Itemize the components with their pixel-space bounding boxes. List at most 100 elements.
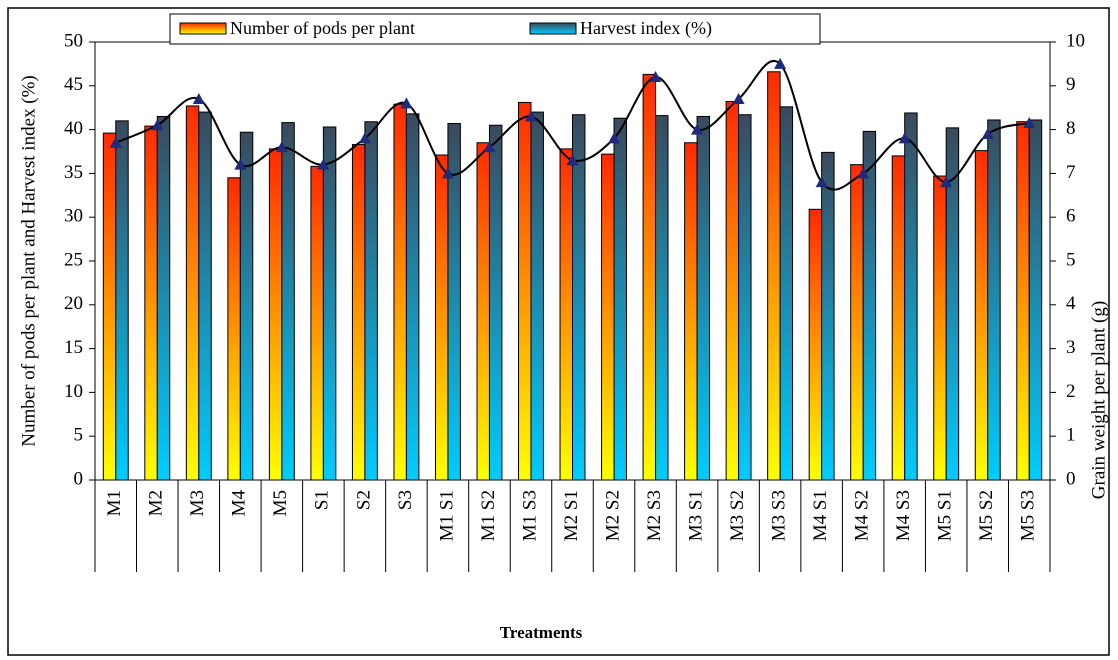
bar bbox=[364, 121, 378, 481]
x-tick-label: M5 S1 bbox=[935, 490, 956, 541]
bar bbox=[725, 101, 740, 481]
bar bbox=[405, 113, 420, 481]
y2-tick-label: 2 bbox=[1066, 381, 1076, 402]
x-tick-label: M4 bbox=[229, 490, 250, 517]
x-tick-label: M3 S2 bbox=[727, 490, 748, 541]
line-marker bbox=[1023, 117, 1036, 129]
x-tick-label: M5 S3 bbox=[1018, 490, 1039, 541]
y2-tick-label: 0 bbox=[1066, 468, 1076, 489]
line-marker bbox=[981, 127, 994, 139]
bar bbox=[518, 101, 532, 481]
y-tick-label: 10 bbox=[64, 381, 83, 402]
y2-tick-label: 1 bbox=[1066, 425, 1076, 446]
bar bbox=[227, 177, 241, 481]
bar bbox=[185, 105, 200, 481]
y2-tick-label: 7 bbox=[1066, 162, 1076, 183]
line-marker bbox=[109, 136, 122, 148]
y-tick-label: 45 bbox=[64, 74, 83, 95]
bar bbox=[144, 125, 158, 481]
x-tick-label: M4 S1 bbox=[810, 490, 831, 541]
bar bbox=[310, 165, 324, 481]
line-marker bbox=[441, 167, 454, 179]
bar bbox=[655, 115, 669, 481]
bar bbox=[530, 111, 544, 481]
line-marker bbox=[732, 92, 745, 104]
bar bbox=[808, 208, 823, 481]
x-tick-label: M1 S3 bbox=[519, 490, 540, 541]
bar bbox=[974, 150, 989, 481]
bar bbox=[767, 71, 781, 481]
bar bbox=[476, 142, 490, 481]
y-tick-label: 30 bbox=[64, 206, 83, 227]
line-marker bbox=[275, 141, 288, 153]
x-tick-label: M5 S2 bbox=[976, 490, 997, 541]
y2-tick-label: 5 bbox=[1066, 249, 1076, 270]
y-tick-label: 0 bbox=[74, 468, 84, 489]
bar bbox=[738, 114, 752, 481]
bar bbox=[115, 120, 129, 481]
bar bbox=[821, 151, 835, 481]
x-tick-label: S2 bbox=[353, 490, 374, 510]
bar bbox=[850, 164, 864, 481]
y-tick-label: 50 bbox=[64, 30, 83, 51]
x-tick-label: M5 bbox=[270, 490, 291, 516]
bar bbox=[559, 148, 573, 481]
x-tick-label: M3 bbox=[187, 490, 208, 516]
legend-label: Number of pods per plant bbox=[230, 18, 415, 38]
legend-label: Harvest index (%) bbox=[580, 18, 712, 39]
y-tick-label: 40 bbox=[64, 118, 83, 139]
y2-axis-title: Grain weight per plant (g) bbox=[1088, 301, 1109, 499]
x-axis-title: Treatments bbox=[500, 623, 583, 642]
bar bbox=[351, 143, 366, 481]
line-marker bbox=[774, 57, 787, 69]
bar bbox=[779, 106, 794, 481]
y-tick-label: 20 bbox=[64, 293, 83, 314]
x-tick-label: M3 S1 bbox=[685, 490, 706, 541]
line-marker bbox=[857, 167, 870, 179]
x-tick-label: M4 S3 bbox=[893, 490, 914, 541]
legend-swatch bbox=[529, 22, 577, 35]
x-tick-label: M3 S3 bbox=[768, 490, 789, 541]
x-tick-label: S1 bbox=[312, 490, 333, 510]
line-marker bbox=[151, 119, 164, 131]
line-marker bbox=[234, 158, 247, 170]
line bbox=[115, 60, 1030, 191]
bar bbox=[198, 111, 212, 481]
bar bbox=[1028, 119, 1043, 481]
bar bbox=[322, 126, 337, 481]
bar bbox=[891, 155, 906, 481]
bar bbox=[281, 122, 295, 481]
y-tick-label: 15 bbox=[64, 337, 83, 358]
x-tick-label: M4 S2 bbox=[852, 490, 873, 541]
legend-box bbox=[169, 13, 821, 45]
x-tick-label: M1 S2 bbox=[478, 490, 499, 541]
y2-tick-label: 8 bbox=[1066, 118, 1076, 139]
y-tick-label: 35 bbox=[64, 162, 83, 183]
bar bbox=[102, 132, 117, 481]
bar bbox=[393, 103, 407, 481]
bar bbox=[488, 124, 503, 481]
line-marker bbox=[524, 110, 537, 122]
line-marker bbox=[358, 132, 371, 144]
y2-tick-label: 3 bbox=[1066, 337, 1076, 358]
y-tick-label: 5 bbox=[74, 425, 84, 446]
line-marker bbox=[192, 92, 205, 104]
line-marker bbox=[815, 176, 828, 188]
x-tick-label: M2 bbox=[146, 490, 167, 516]
line-marker bbox=[483, 141, 496, 153]
chart-border bbox=[7, 7, 1110, 656]
bar bbox=[642, 73, 657, 481]
bar bbox=[447, 122, 461, 481]
y-tick-label: 25 bbox=[64, 249, 83, 270]
y2-tick-label: 4 bbox=[1066, 293, 1076, 314]
line-marker bbox=[649, 71, 662, 83]
bar bbox=[572, 114, 586, 481]
bar bbox=[904, 112, 918, 481]
bar bbox=[945, 127, 960, 481]
line-marker bbox=[317, 158, 330, 170]
x-tick-label: M2 S3 bbox=[644, 490, 665, 541]
y2-tick-label: 10 bbox=[1066, 30, 1085, 51]
bar bbox=[434, 154, 449, 481]
line-marker bbox=[691, 123, 704, 135]
